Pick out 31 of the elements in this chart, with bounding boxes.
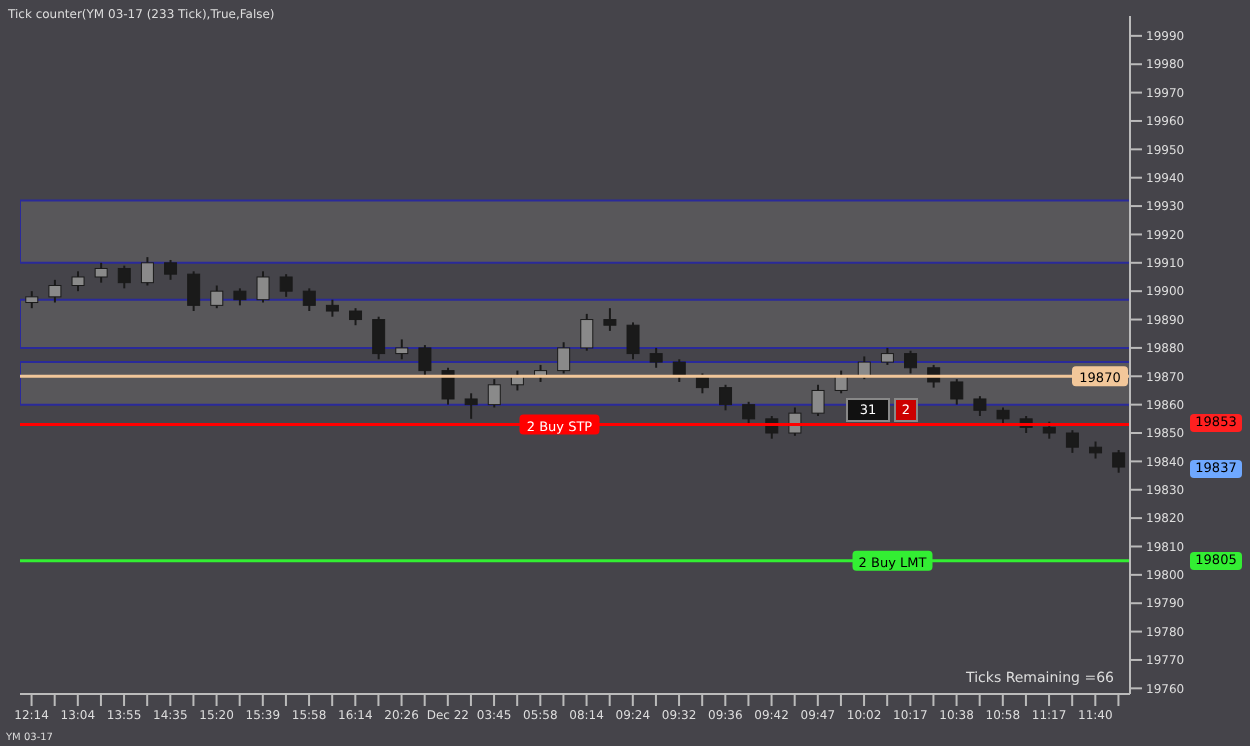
- candlestick: [626, 321, 640, 361]
- candlestick: [672, 358, 686, 383]
- candlestick: [557, 341, 571, 375]
- candlestick: [973, 395, 987, 417]
- candlestick: [71, 270, 85, 293]
- candlestick: [464, 392, 478, 420]
- candlestick: [395, 338, 409, 361]
- candlestick: [742, 400, 756, 426]
- candlestick: [950, 378, 964, 406]
- candlestick: [302, 287, 316, 313]
- candlestick: [256, 270, 270, 304]
- candlestick: [1112, 449, 1126, 474]
- candlestick: [187, 270, 201, 313]
- candlestick: [140, 256, 154, 287]
- candlestick: [210, 284, 224, 310]
- candlestick: [603, 307, 617, 332]
- candlestick: [719, 383, 733, 412]
- candlestick: [904, 349, 918, 375]
- candlestick: [649, 346, 663, 369]
- candlestick: [418, 344, 432, 378]
- candlestick: [117, 264, 131, 290]
- candlestick: [857, 355, 871, 381]
- candlestick: [811, 383, 825, 417]
- candlestick: [580, 312, 594, 352]
- candlestick: [372, 315, 386, 361]
- candlestick: [94, 261, 108, 284]
- candlestick: [1065, 429, 1079, 454]
- candlestick: [164, 258, 178, 281]
- candlestick: [48, 278, 62, 304]
- candlestick: [279, 273, 293, 298]
- candlestick: [487, 378, 501, 409]
